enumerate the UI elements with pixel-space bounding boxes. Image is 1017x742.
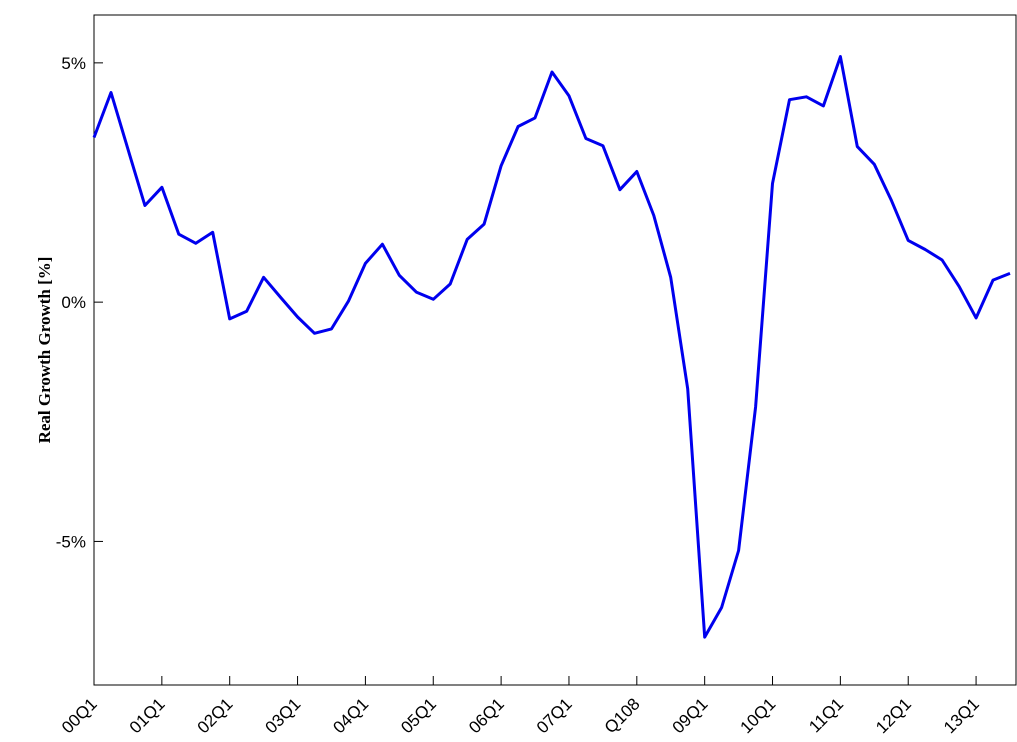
- x-tick-label: 10Q1: [737, 694, 780, 737]
- x-tick-label: 01Q1: [126, 694, 169, 737]
- x-tick-label: 03Q1: [262, 694, 305, 737]
- x-tick-label: 06Q1: [465, 694, 508, 737]
- x-tick-label: 04Q1: [329, 694, 372, 737]
- x-tick-label: 02Q1: [194, 694, 237, 737]
- plot-frame: [93, 14, 1017, 686]
- x-tick-label: 07Q1: [533, 694, 576, 737]
- y-tick-label: 0%: [61, 293, 86, 312]
- x-tick-label: 13Q1: [940, 694, 983, 737]
- x-tick-label: Q108: [601, 694, 644, 737]
- x-tick-label: 09Q1: [669, 694, 712, 737]
- data-line: [92, 55, 1011, 639]
- x-tick-label: 12Q1: [872, 694, 915, 737]
- y-tick-label: 5%: [61, 54, 86, 73]
- y-axis-label: Real Growth Growth [%]: [35, 257, 54, 444]
- x-tick-label: 00Q1: [58, 694, 101, 737]
- y-tick-label: -5%: [56, 532, 86, 551]
- x-tick-label: 11Q1: [805, 694, 847, 736]
- x-tick-label: 05Q1: [397, 694, 440, 737]
